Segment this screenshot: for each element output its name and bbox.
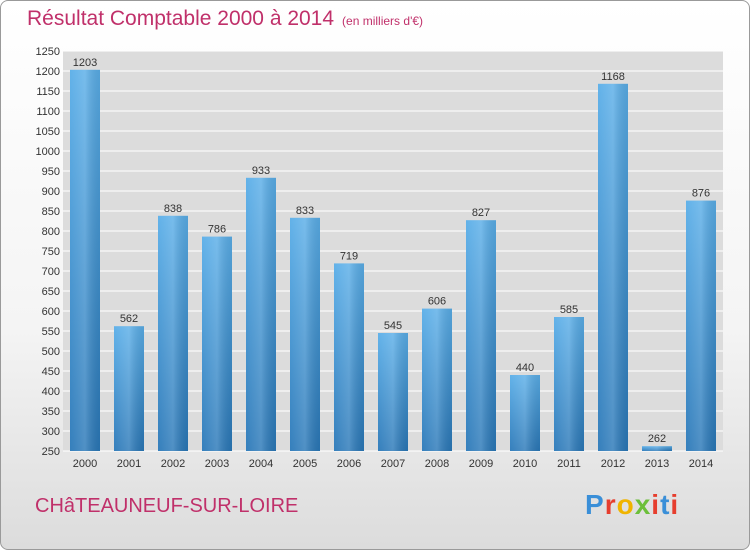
x-tick-label: 2010 (513, 458, 537, 470)
y-tick-label: 1000 (36, 146, 60, 158)
y-tick-label: 700 (42, 266, 60, 278)
y-tick-label: 950 (42, 166, 60, 178)
x-tick-label: 2004 (249, 458, 273, 470)
bar-shine (202, 236, 232, 451)
y-tick-label: 1050 (36, 126, 60, 138)
bar-value-label: 876 (692, 188, 710, 200)
x-tick-label: 2002 (161, 458, 185, 470)
logo-letter: x (634, 489, 652, 520)
bar-shine (510, 375, 540, 451)
bar-value-label: 833 (296, 205, 314, 217)
logo-letter: o (616, 489, 635, 520)
bar-value-label: 786 (208, 224, 226, 236)
x-tick-label: 2009 (469, 458, 493, 470)
logo-letter: t (660, 489, 671, 520)
bar-value-label: 827 (472, 207, 490, 219)
commune-name: CHâTEAUNEUF-SUR-LOIRE (35, 495, 299, 517)
proxiti-logo: Proxiti (585, 489, 679, 521)
bar-value-label: 562 (120, 313, 138, 325)
y-tick-label: 400 (42, 386, 60, 398)
bar-shine (246, 177, 276, 452)
bars-group: 1203 562 838 786 933 833 719 545 606 827 440 585 116… (70, 57, 716, 452)
bar-value-label: 262 (648, 433, 666, 445)
y-tick-label: 600 (42, 306, 60, 318)
logo-letter: i (651, 489, 661, 520)
bar-shine (422, 308, 452, 451)
x-tick-label: 2005 (293, 458, 317, 470)
x-axis-ticks: 2000 2001 2002 2003 2004 2005 2006 2007 2008 2009… (73, 458, 713, 470)
bar-shine (598, 83, 628, 452)
bar-shine (334, 263, 364, 451)
logo-letter: P (585, 489, 605, 520)
x-tick-label: 2006 (337, 458, 361, 470)
bar-value-label: 585 (560, 304, 578, 316)
bar-shine (554, 317, 584, 451)
bar-shine (642, 446, 672, 451)
y-tick-label: 750 (42, 246, 60, 258)
y-tick-label: 550 (42, 326, 60, 338)
y-tick-label: 1250 (36, 46, 60, 58)
chart-title: Résultat Comptable 2000 à 2014 (en millie… (27, 7, 423, 31)
bar-shine (70, 69, 100, 452)
x-tick-label: 2007 (381, 458, 405, 470)
x-tick-label: 2014 (689, 458, 713, 470)
logo-letter: i (670, 489, 680, 520)
x-tick-label: 2012 (601, 458, 625, 470)
bar-value-label: 1168 (601, 71, 625, 83)
bar-shine (466, 220, 496, 451)
bar-shine (378, 333, 408, 451)
x-tick-label: 2001 (117, 458, 141, 470)
y-tick-label: 350 (42, 406, 60, 418)
bar-shine (686, 200, 716, 451)
y-tick-label: 900 (42, 186, 60, 198)
chart-unit: (en milliers d'€) (342, 14, 424, 28)
y-axis-ticks: 250 300 350 400 450 500 550 600 650 700 750 800 850 9… (36, 46, 60, 458)
y-tick-label: 300 (42, 426, 60, 438)
bar-shine (290, 217, 320, 451)
bar-value-label: 440 (516, 362, 534, 374)
y-tick-label: 450 (42, 366, 60, 378)
bar-value-label: 1203 (73, 57, 97, 69)
x-tick-label: 2003 (205, 458, 229, 470)
x-tick-label: 2013 (645, 458, 669, 470)
bar-value-label: 606 (428, 296, 446, 308)
x-tick-label: 2000 (73, 458, 97, 470)
y-tick-label: 800 (42, 226, 60, 238)
x-tick-label: 2011 (557, 458, 581, 470)
bar-shine (158, 215, 188, 451)
y-tick-label: 650 (42, 286, 60, 298)
y-tick-label: 250 (42, 446, 60, 458)
logo-letter: r (604, 489, 617, 520)
y-tick-label: 1200 (36, 66, 60, 78)
bar-shine (114, 326, 144, 451)
bar-value-label: 933 (252, 165, 270, 177)
y-tick-label: 850 (42, 206, 60, 218)
chart-title-text: Résultat Comptable 2000 à 2014 (27, 7, 335, 30)
y-tick-label: 1150 (36, 86, 60, 98)
bar-value-label: 838 (164, 203, 182, 215)
x-tick-label: 2008 (425, 458, 449, 470)
y-tick-label: 500 (42, 346, 60, 358)
y-tick-label: 1100 (36, 106, 60, 118)
bar-value-label: 545 (384, 320, 402, 332)
bar-value-label: 719 (340, 250, 358, 262)
